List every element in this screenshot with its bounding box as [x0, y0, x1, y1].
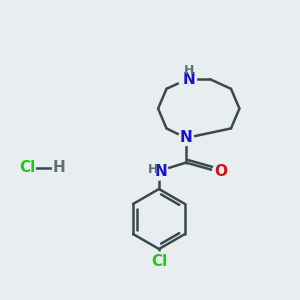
Circle shape: [178, 70, 196, 88]
Circle shape: [178, 130, 194, 146]
Text: O: O: [214, 164, 227, 178]
Text: Cl: Cl: [19, 160, 35, 175]
Text: H: H: [148, 163, 158, 176]
Circle shape: [150, 162, 168, 180]
Text: H: H: [184, 64, 194, 77]
Text: N: N: [183, 72, 195, 87]
Text: N: N: [180, 130, 192, 146]
Text: N: N: [154, 164, 167, 178]
Circle shape: [150, 252, 168, 270]
Circle shape: [213, 163, 228, 179]
Text: H: H: [52, 160, 65, 175]
Circle shape: [52, 162, 64, 174]
Circle shape: [19, 160, 35, 176]
Text: Cl: Cl: [151, 254, 167, 268]
